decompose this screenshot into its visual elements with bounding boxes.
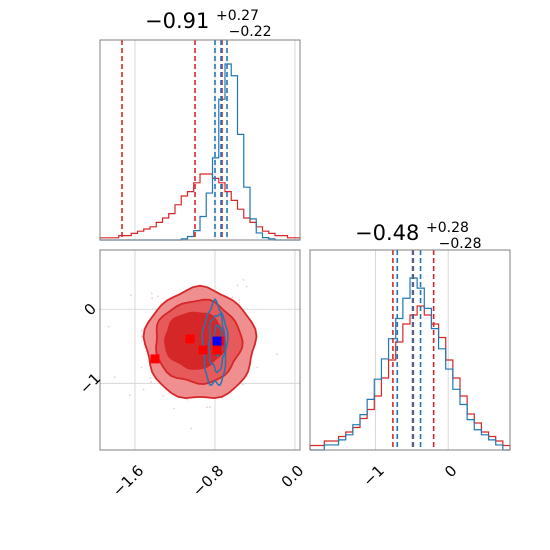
joint-scatter-dot [231, 296, 234, 299]
param1-blue-histogram [100, 63, 300, 241]
joint-scatter-dot [173, 407, 176, 410]
param2-title-plus: +0.28 [426, 220, 469, 236]
param2-quantile-lines [392, 250, 435, 450]
joint-scatter-dot [242, 383, 245, 386]
param2-blue-histogram [310, 277, 510, 451]
joint-scatter-dot [236, 284, 239, 287]
joint-xtick-label-1: −0.8 [189, 462, 227, 500]
param2-red-histogram [309, 305, 511, 450]
joint-xtick-label-0: −1.6 [109, 462, 147, 500]
joint-blue-marker-0 [212, 336, 222, 346]
param2-title-value: −0.48 [355, 221, 419, 245]
joint-scatter-dot [113, 376, 116, 379]
joint-scatter-dot [140, 329, 143, 332]
param2-xtick-label-1: 0 [441, 462, 460, 481]
joint-scatter-dot [206, 406, 208, 409]
param2-axes-frame [309, 249, 511, 451]
joint-scatter-dot [242, 278, 245, 281]
joint-red-contours [142, 284, 258, 400]
param1-title-plus: +0.27 [216, 8, 259, 24]
joint-scatter-dot [190, 427, 193, 430]
joint-scatter-dot [162, 394, 164, 397]
param1-title-value: −0.91 [145, 9, 209, 33]
joint-axes-frame [99, 249, 301, 451]
joint-scatter-dot [149, 376, 152, 379]
joint-scatter-dot [142, 388, 145, 391]
param2-xtick-label-0: −1 [359, 462, 387, 490]
joint-contour-panel [99, 249, 301, 451]
param1-axes-frame [99, 39, 301, 241]
joint-markers [150, 334, 225, 364]
joint-scatter-dot [276, 353, 278, 356]
joint-blue-contour-1 [208, 312, 227, 374]
param2-title: −0.48 +0.28 −0.28 [355, 213, 482, 252]
param2-histogram-panel [309, 249, 511, 451]
joint-scatter-dot [150, 292, 153, 295]
joint-scatter-dot [150, 381, 152, 383]
joint-xtick-label-2: 0.0 [278, 462, 308, 492]
joint-scatter-dot [245, 285, 248, 288]
joint-scatter-dot [157, 295, 159, 298]
joint-red-marker-0 [150, 354, 160, 364]
joint-scatter-dot [140, 366, 143, 369]
param1-red-histogram [99, 173, 301, 240]
joint-scatter-dot [128, 394, 131, 397]
param1-quantile-lines [121, 40, 228, 240]
joint-scatter-dot [209, 406, 211, 408]
param2-gridlines [375, 250, 449, 450]
joint-red-marker-3 [212, 345, 222, 355]
joint-scatter-dot [140, 335, 143, 338]
joint-scatter-dot [186, 398, 189, 401]
param1-histogram-panel [99, 39, 301, 241]
param2-title-minus: −0.28 [439, 236, 482, 252]
joint-scatter-dot [256, 366, 259, 369]
param1-title: −0.91 +0.27 −0.22 [145, 1, 272, 40]
joint-red-marker-1 [185, 334, 195, 344]
joint-ytick-label-0: 0 [80, 300, 99, 319]
joint-blue-contour-0 [201, 297, 229, 387]
joint-red-marker-2 [198, 345, 208, 355]
joint-scatter-dot [130, 294, 132, 296]
param1-title-minus: −0.22 [229, 24, 272, 40]
joint-scatter-dot [151, 297, 153, 300]
joint-scatter-dot [107, 325, 110, 328]
joint-scatter-dot [238, 299, 241, 301]
